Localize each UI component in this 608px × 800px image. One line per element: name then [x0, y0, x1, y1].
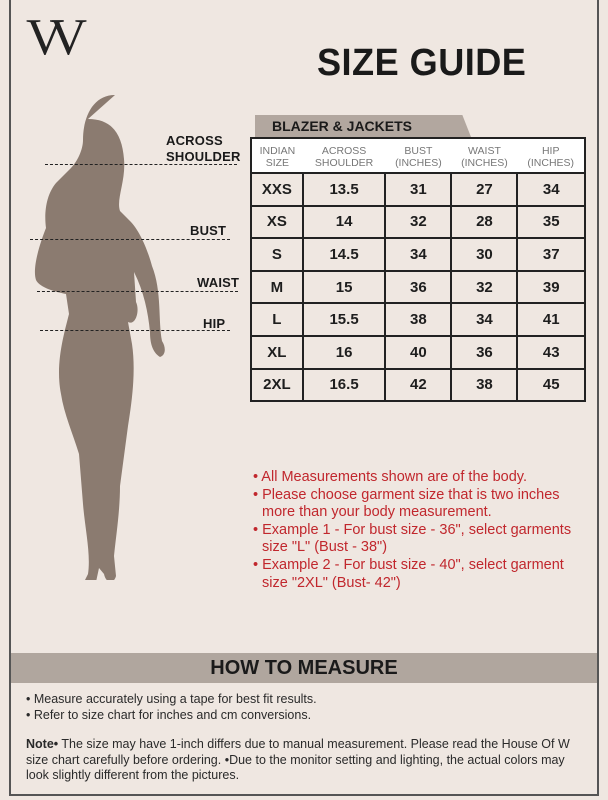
- table-cell: 30: [450, 237, 519, 272]
- table-row: L 15.5 38 34 41: [250, 302, 586, 337]
- disclaimer-note: Note• The size may have 1-inch differs d…: [26, 737, 586, 784]
- table-cell: L: [250, 302, 304, 337]
- table-cell: 35: [516, 204, 586, 240]
- table-cell: 15.5: [301, 302, 387, 337]
- column-header: BUST (INCHES): [385, 138, 452, 173]
- note-text: The size may have 1-inch differs due to …: [26, 737, 570, 782]
- table-cell: 34: [384, 237, 453, 272]
- table-cell: 36: [450, 334, 519, 370]
- table-cell: 34: [516, 172, 586, 207]
- note-item: • Example 2 - For bust size - 40", selec…: [253, 556, 564, 591]
- table-cell: 37: [516, 237, 586, 272]
- table-cell: 38: [450, 367, 519, 403]
- table-cell: 14.5: [301, 237, 387, 272]
- column-header: HIP (INCHES): [517, 138, 585, 173]
- table-row: S 14.5 34 30 37: [250, 237, 586, 272]
- table-cell: 42: [384, 367, 453, 403]
- body-silhouette: [35, 95, 165, 580]
- table-cell: 15: [301, 269, 387, 305]
- label-hip: HIP: [203, 316, 226, 331]
- table-cell: 27: [450, 172, 519, 207]
- table-cell: 16.5: [301, 367, 387, 403]
- note-item: • All Measurements shown are of the body…: [253, 469, 528, 485]
- measure-bullet: • Measure accurately using a tape for be…: [26, 692, 317, 706]
- bust-line: [30, 239, 230, 240]
- table-row: XXS 13.5 31 27 34: [250, 172, 586, 207]
- size-table: INDIAN SIZE ACROSS SHOULDER BUST (INCHES) WAIS…: [250, 137, 586, 403]
- shoulder-line: [45, 164, 237, 165]
- table-header-row: INDIAN SIZE ACROSS SHOULDER BUST (INCHES) WAIS…: [251, 138, 585, 173]
- hip-line: [40, 330, 230, 331]
- table-cell: XL: [250, 334, 304, 370]
- table-cell: 38: [384, 302, 453, 337]
- table-cell: 31: [384, 172, 453, 207]
- waist-line: [37, 291, 238, 292]
- table-cell: 45: [516, 367, 586, 403]
- label-across: ACROSS: [166, 133, 223, 148]
- note-item: • Example 1 - For bust size - 36", selec…: [253, 521, 572, 556]
- table-row: XS 14 32 28 35: [250, 204, 586, 240]
- brand-logo: VV: [26, 9, 87, 66]
- table-cell: 40: [384, 334, 453, 370]
- note-label: Note•: [26, 737, 59, 751]
- label-waist: WAIST: [197, 275, 240, 290]
- column-header: ACROSS SHOULDER: [302, 138, 386, 173]
- how-to-measure-heading: HOW TO MEASURE: [11, 653, 597, 683]
- table-cell: XXS: [250, 172, 304, 207]
- table-cell: 41: [516, 302, 586, 337]
- table-cell: 43: [516, 334, 586, 370]
- table-row: 2XL 16.5 42 38 45: [250, 367, 586, 403]
- table-cell: 2XL: [250, 367, 304, 403]
- table-cell: S: [250, 237, 304, 272]
- table-cell: 28: [450, 204, 519, 240]
- size-notes: • All Measurements shown are of the body…: [253, 469, 593, 592]
- table-cell: 16: [301, 334, 387, 370]
- table-cell: 13.5: [301, 172, 387, 207]
- table-cell: 32: [384, 204, 453, 240]
- page-title: SIZE GUIDE: [317, 42, 527, 84]
- category-tab: BLAZER & JACKETS: [255, 115, 471, 137]
- table-row: M 15 36 32 39: [250, 269, 586, 305]
- table-row: XL 16 40 36 43: [250, 334, 586, 370]
- how-to-measure-body: • Measure accurately using a tape for be…: [26, 692, 586, 784]
- table-cell: 14: [301, 204, 387, 240]
- page-frame: [9, 0, 599, 796]
- note-item: • Please choose garment size that is two…: [253, 486, 560, 521]
- table-cell: 39: [516, 269, 586, 305]
- category-tab-label: BLAZER & JACKETS: [272, 118, 413, 134]
- measure-bullet: • Refer to size chart for inches and cm …: [26, 707, 312, 722]
- column-header: WAIST (INCHES): [451, 138, 518, 173]
- table-cell: 36: [384, 269, 453, 305]
- label-bust: BUST: [190, 223, 227, 238]
- label-across-shoulder: ACROSS SHOULDER: [166, 133, 241, 165]
- table-cell: M: [250, 269, 304, 305]
- column-header: INDIAN SIZE: [251, 138, 303, 173]
- table-cell: 34: [450, 302, 519, 337]
- label-shoulder: SHOULDER: [166, 149, 241, 164]
- table-cell: 32: [450, 269, 519, 305]
- table-cell: XS: [250, 204, 304, 240]
